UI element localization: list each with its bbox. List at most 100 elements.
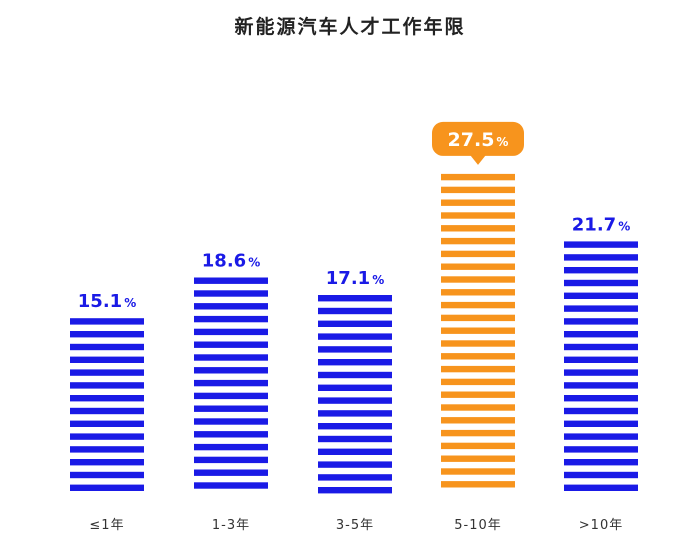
bar-3-stripe-1 xyxy=(318,295,392,302)
bar-1-stripe-9 xyxy=(70,420,144,427)
bar-2-stripe-4 xyxy=(194,315,268,323)
value-label-5: 21.7% xyxy=(572,214,630,235)
bar-2-stripe-17 xyxy=(194,482,268,489)
bar-4-stripe-5 xyxy=(441,225,515,232)
bar-3-stripe-2 xyxy=(318,307,392,315)
bar-4-stripe-2 xyxy=(441,186,515,194)
bar-2-stripe-16 xyxy=(194,469,268,476)
bar-4-stripe-12 xyxy=(441,314,515,322)
bar-4-stripe-25 xyxy=(441,481,515,488)
bar-1-stripe-13 xyxy=(70,471,144,479)
bar-1-stripe-8 xyxy=(70,407,144,415)
bar-2-stripe-7 xyxy=(194,354,268,361)
bar-4-stripe-18 xyxy=(441,391,515,398)
bar-4-stripe-11 xyxy=(441,301,515,309)
bar-5-stripe-9 xyxy=(564,343,638,351)
bar-4-stripe-8 xyxy=(441,263,515,270)
bar-2 xyxy=(194,277,268,489)
bar-2-stripe-9 xyxy=(194,379,268,387)
bar-3-stripe-9 xyxy=(318,397,392,404)
bar-4-stripe-19 xyxy=(441,404,515,411)
bar-3 xyxy=(318,295,392,494)
bar-2-stripe-3 xyxy=(194,303,268,310)
bar-3-stripe-13 xyxy=(318,448,392,455)
bar-4-stripe-7 xyxy=(441,250,515,258)
bar-5-stripe-11 xyxy=(564,369,638,376)
bar-3-stripe-7 xyxy=(318,371,392,379)
bar-4-stripe-6 xyxy=(441,237,515,245)
bar-2-stripe-10 xyxy=(194,392,268,400)
value-bubble-box-4 xyxy=(432,121,524,156)
value-label-2: 18.6% xyxy=(202,250,260,271)
bar-5-stripe-12 xyxy=(564,382,638,389)
bar-2-stripe-2 xyxy=(194,290,268,297)
bar-2-stripe-12 xyxy=(194,418,268,425)
bar-1-stripe-1 xyxy=(70,318,144,325)
category-label-5: >10年 xyxy=(579,518,623,533)
bar-4-stripe-4 xyxy=(441,212,515,219)
bar-1-stripe-12 xyxy=(70,459,144,466)
value-label-4: 27.5% xyxy=(448,129,509,151)
bar-5-stripe-4 xyxy=(564,279,638,287)
bar-4-stripe-10 xyxy=(441,289,515,296)
value-bubble-pointer-4 xyxy=(470,154,486,165)
bar-3-stripe-15 xyxy=(318,474,392,481)
bar-3-stripe-10 xyxy=(318,410,392,417)
bar-1-stripe-5 xyxy=(70,369,144,376)
bar-1-stripe-11 xyxy=(70,446,144,453)
bar-4-stripe-9 xyxy=(441,276,515,283)
bar-5-stripe-1 xyxy=(564,241,638,248)
bar-1-stripe-10 xyxy=(70,433,144,440)
category-label-3: 3-5年 xyxy=(336,518,374,533)
bar-2-stripe-15 xyxy=(194,456,268,464)
bar-1 xyxy=(70,318,144,491)
bar-4-stripe-3 xyxy=(441,199,515,206)
value-label-3: 17.1% xyxy=(326,268,384,289)
bar-1-stripe-3 xyxy=(70,343,144,351)
bar-4-stripe-15 xyxy=(441,353,515,360)
bar-2-stripe-11 xyxy=(194,405,268,412)
bar-5-stripe-14 xyxy=(564,407,638,415)
bar-4-stripe-17 xyxy=(441,378,515,386)
bar-5-stripe-15 xyxy=(564,420,638,427)
bar-3-stripe-11 xyxy=(318,423,392,430)
bar-5-stripe-16 xyxy=(564,433,638,440)
bar-2-stripe-14 xyxy=(194,443,268,451)
bar-3-stripe-14 xyxy=(318,461,392,468)
bar-1-stripe-4 xyxy=(70,356,144,363)
bar-3-stripe-16 xyxy=(318,487,392,494)
category-label-4: 5-10年 xyxy=(454,518,502,533)
bar-1-stripe-7 xyxy=(70,395,144,402)
bar-2-stripe-6 xyxy=(194,341,268,348)
bar-4-stripe-23 xyxy=(441,455,515,462)
bar-3-stripe-5 xyxy=(318,346,392,353)
bar-3-stripe-12 xyxy=(318,435,392,443)
bar-2-stripe-8 xyxy=(194,367,268,374)
bar-5-stripe-8 xyxy=(564,331,638,338)
bar-2-stripe-1 xyxy=(194,277,268,284)
value-label-1: 15.1% xyxy=(78,291,136,312)
bar-3-stripe-3 xyxy=(318,320,392,327)
bar-5-stripe-5 xyxy=(564,292,638,299)
bar-3-stripe-4 xyxy=(318,333,392,340)
bar-2-stripe-5 xyxy=(194,328,268,336)
bar-5-stripe-18 xyxy=(564,459,638,466)
bar-5-stripe-13 xyxy=(564,395,638,402)
bar-5-stripe-10 xyxy=(564,356,638,363)
bar-2-stripe-13 xyxy=(194,431,268,438)
bar-4-stripe-24 xyxy=(441,468,515,475)
bar-5-stripe-19 xyxy=(564,471,638,479)
bar-1-stripe-14 xyxy=(70,484,144,491)
bar-4-stripe-1 xyxy=(441,173,515,181)
bar-5-stripe-17 xyxy=(564,446,638,453)
bar-4 xyxy=(441,173,515,488)
bar-5-stripe-2 xyxy=(564,254,638,261)
bar-4-stripe-21 xyxy=(441,429,515,437)
category-label-1: ≤1年 xyxy=(89,518,124,533)
bar-4-stripe-22 xyxy=(441,442,515,450)
bar-5-stripe-6 xyxy=(564,305,638,312)
value-bubble-4 xyxy=(432,121,524,165)
bar-5-stripe-20 xyxy=(564,484,638,491)
bar-4-stripe-14 xyxy=(441,340,515,347)
